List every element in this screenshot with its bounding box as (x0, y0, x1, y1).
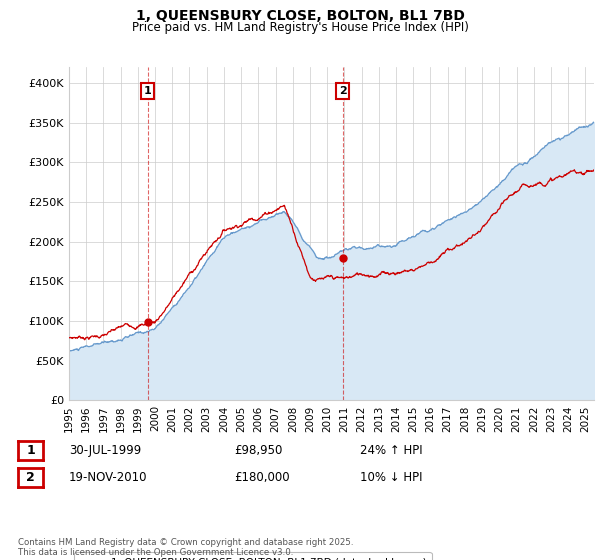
Text: 2: 2 (26, 470, 35, 484)
Text: 30-JUL-1999: 30-JUL-1999 (69, 444, 141, 458)
Text: Contains HM Land Registry data © Crown copyright and database right 2025.
This d: Contains HM Land Registry data © Crown c… (18, 538, 353, 557)
Text: 24% ↑ HPI: 24% ↑ HPI (360, 444, 422, 458)
Text: 19-NOV-2010: 19-NOV-2010 (69, 470, 148, 484)
Text: 1: 1 (144, 86, 152, 96)
Legend: 1, QUEENSBURY CLOSE, BOLTON, BL1 7BD (detached house), HPI: Average price, detac: 1, QUEENSBURY CLOSE, BOLTON, BL1 7BD (de… (74, 552, 431, 560)
Text: Price paid vs. HM Land Registry's House Price Index (HPI): Price paid vs. HM Land Registry's House … (131, 21, 469, 34)
Text: £180,000: £180,000 (234, 470, 290, 484)
Text: 1, QUEENSBURY CLOSE, BOLTON, BL1 7BD: 1, QUEENSBURY CLOSE, BOLTON, BL1 7BD (136, 9, 464, 23)
Text: 1: 1 (26, 444, 35, 458)
Text: £98,950: £98,950 (234, 444, 283, 458)
Text: 10% ↓ HPI: 10% ↓ HPI (360, 470, 422, 484)
Text: 2: 2 (338, 86, 346, 96)
